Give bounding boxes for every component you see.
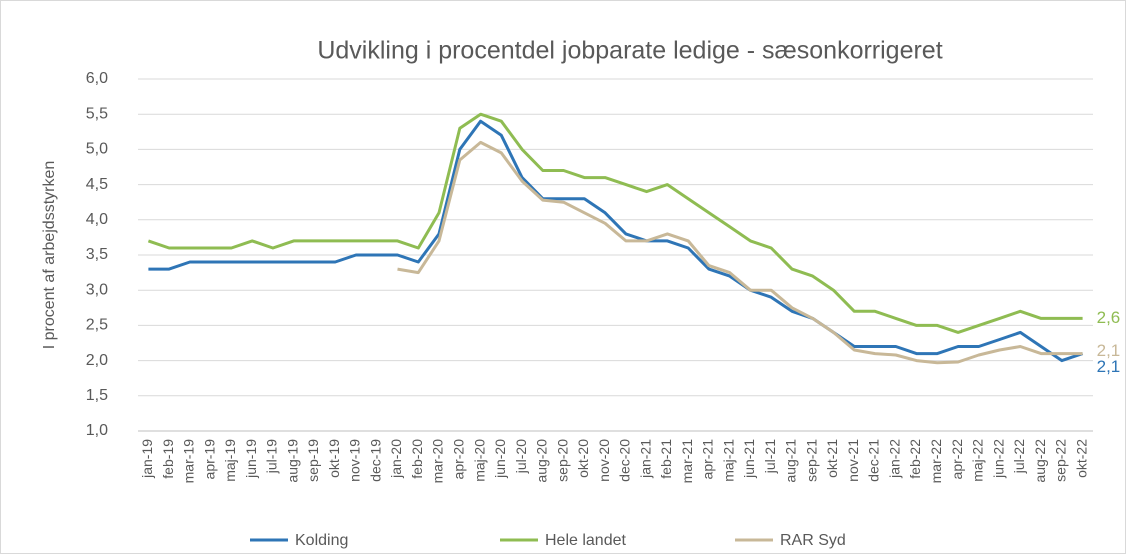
x-tick-label: jan-19 bbox=[139, 439, 155, 479]
series-line bbox=[397, 140, 1083, 365]
legend-label: RAR Syd bbox=[780, 532, 846, 549]
x-tick-label: jan-22 bbox=[886, 439, 902, 479]
y-tick-label: 1,0 bbox=[86, 422, 108, 439]
x-tick-label: feb-19 bbox=[160, 439, 176, 479]
x-tick-label: maj-22 bbox=[970, 439, 986, 482]
series-line bbox=[147, 112, 1083, 334]
x-tick-label: nov-20 bbox=[596, 439, 612, 482]
x-tick-label: jan-21 bbox=[637, 439, 653, 479]
legend-label: Kolding bbox=[295, 532, 348, 549]
x-tick-label: okt-22 bbox=[1073, 439, 1089, 478]
y-tick-label: 5,0 bbox=[86, 141, 108, 158]
x-tick-label: mar-22 bbox=[928, 439, 944, 484]
x-tick-label: jul-21 bbox=[762, 439, 778, 474]
y-tick-label: 5,5 bbox=[86, 105, 108, 122]
data-label: 2,1 bbox=[1097, 341, 1121, 360]
x-tick-label: okt-20 bbox=[575, 439, 591, 478]
x-tick-label: jan-20 bbox=[388, 439, 404, 479]
data-label: 2,6 bbox=[1097, 308, 1121, 327]
x-tick-label: feb-22 bbox=[907, 439, 923, 479]
x-tick-label: jul-22 bbox=[1011, 439, 1027, 474]
x-tick-label: feb-21 bbox=[658, 439, 674, 479]
x-tick-label: apr-20 bbox=[450, 439, 466, 480]
y-tick-label: 2,5 bbox=[86, 317, 108, 334]
y-tick-label: 6,0 bbox=[86, 70, 108, 87]
x-tick-label: jun-22 bbox=[990, 439, 1006, 479]
y-tick-label: 4,5 bbox=[86, 176, 108, 193]
x-tick-label: maj-21 bbox=[720, 439, 736, 482]
x-tick-label: maj-20 bbox=[471, 439, 487, 482]
x-tick-label: feb-20 bbox=[409, 439, 425, 479]
x-tick-label: jun-19 bbox=[243, 439, 259, 479]
x-tick-label: sep-21 bbox=[803, 439, 819, 482]
x-tick-label: apr-19 bbox=[201, 439, 217, 480]
y-tick-label: 3,0 bbox=[86, 281, 108, 298]
x-tick-label: jun-20 bbox=[492, 439, 508, 479]
x-tick-label: sep-20 bbox=[554, 439, 570, 482]
x-tick-label: jul-20 bbox=[513, 439, 529, 474]
x-tick-label: dec-19 bbox=[367, 439, 383, 482]
x-tick-label: nov-21 bbox=[845, 439, 861, 482]
x-tick-label: aug-19 bbox=[284, 439, 300, 483]
x-tick-label: okt-19 bbox=[326, 439, 342, 478]
x-tick-label: aug-20 bbox=[534, 439, 550, 483]
x-tick-label: apr-22 bbox=[949, 439, 965, 480]
x-tick-label: aug-21 bbox=[783, 439, 799, 483]
x-tick-label: dec-21 bbox=[866, 439, 882, 482]
y-tick-label: 2,0 bbox=[86, 352, 108, 369]
x-tick-label: mar-21 bbox=[679, 439, 695, 484]
chart-title: Udvikling i procentdel jobparate ledige … bbox=[317, 37, 942, 65]
x-tick-label: mar-19 bbox=[181, 439, 197, 484]
y-tick-label: 1,5 bbox=[86, 387, 108, 404]
x-tick-label: sep-22 bbox=[1053, 439, 1069, 482]
data-label: 2,1 bbox=[1097, 357, 1121, 376]
y-tick-label: 4,0 bbox=[86, 211, 108, 228]
x-tick-label: dec-20 bbox=[617, 439, 633, 482]
x-tick-label: maj-19 bbox=[222, 439, 238, 482]
x-tick-label: sep-19 bbox=[305, 439, 321, 482]
x-tick-label: nov-19 bbox=[347, 439, 363, 482]
y-tick-label: 3,5 bbox=[86, 246, 108, 263]
x-tick-label: jul-19 bbox=[264, 439, 280, 474]
x-tick-label: jun-21 bbox=[741, 439, 757, 479]
x-tick-label: apr-21 bbox=[700, 439, 716, 480]
series-line bbox=[148, 119, 1084, 363]
x-tick-label: aug-22 bbox=[1032, 439, 1048, 483]
y-axis-label: I procent af arbejdsstyrken bbox=[41, 161, 58, 350]
legend-label: Hele landet bbox=[545, 532, 627, 549]
x-tick-label: okt-21 bbox=[824, 439, 840, 478]
x-tick-label: mar-20 bbox=[430, 439, 446, 484]
